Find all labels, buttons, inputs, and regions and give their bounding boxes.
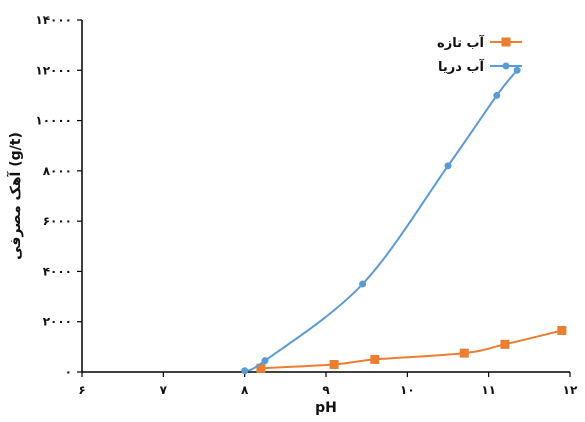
data-point (359, 280, 367, 288)
data-point (459, 348, 469, 358)
data-point (370, 354, 380, 364)
x-tick-label: ۱۰ (400, 383, 415, 397)
y-tick-label: ۶۰۰۰ (43, 214, 72, 228)
series-line-2 (244, 69, 518, 372)
data-point (329, 359, 339, 369)
data-point (241, 367, 249, 375)
y-axis-title: آهک مصرفی (g/t) (6, 132, 24, 260)
legend-label: آب دریا (438, 58, 485, 75)
y-tick-label: ۱۴۰۰۰ (35, 13, 72, 27)
ticks-layer: ۰ ۲۰۰۰ ۴۰۰۰ ۶۰۰۰ ۸۰۰۰ ۱۰۰۰۰ ۱۲۰۰۰ ۱۴۰۰۰ ۶ ۷ ۸ ۹ ۱۰ ۱۱… (35, 13, 578, 397)
data-point (256, 363, 266, 373)
data-point (557, 326, 567, 336)
data-point (493, 91, 501, 99)
y-tick-label: ۴۰۰۰ (43, 264, 72, 278)
y-tick-label: ۲۰۰۰ (43, 315, 72, 329)
x-axis-title: pH (315, 400, 337, 416)
x-tick-label: ۱۱ (481, 383, 496, 397)
legend-marker (501, 37, 511, 47)
series-line-1 (260, 329, 563, 370)
data-point (500, 339, 510, 349)
legend-marker (502, 62, 510, 70)
data-point (261, 357, 269, 365)
legend-label: آب تازه (437, 34, 485, 51)
data-point (444, 162, 452, 170)
x-tick-label: ۱۲ (563, 383, 578, 397)
y-tick-label: ۱۲۰۰۰ (35, 63, 72, 77)
legend: آب تازه آب دریا (437, 34, 522, 75)
x-tick-label: ۸ (241, 383, 249, 397)
series-layer (241, 66, 567, 375)
y-tick-label: ۸۰۰۰ (43, 164, 72, 178)
axes-layer (81, 20, 570, 373)
y-tick-label: ۰ (65, 365, 72, 379)
x-tick-label: ۷ (160, 383, 168, 397)
y-tick-label: ۱۰۰۰۰ (35, 114, 72, 128)
data-point (513, 66, 521, 74)
x-tick-label: ۶ (78, 383, 85, 397)
x-tick-label: ۹ (322, 383, 330, 397)
